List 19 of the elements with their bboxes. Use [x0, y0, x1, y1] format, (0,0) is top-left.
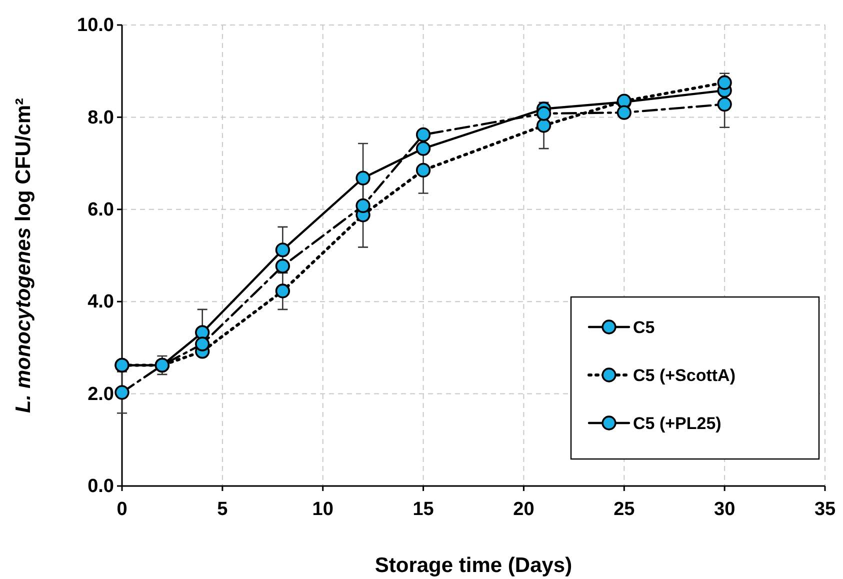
legend-label: C5 (+ScottA)	[633, 366, 736, 385]
x-tick-label: 10	[312, 498, 334, 520]
x-axis-title: Storage time (Days)	[374, 554, 572, 577]
legend-label: C5	[633, 318, 655, 337]
x-tick-label: 35	[814, 498, 836, 520]
x-tick-label: 30	[714, 498, 736, 520]
y-tick-label: 8.0	[88, 107, 114, 128]
y-tick-label: 6.0	[88, 199, 114, 220]
y-tick-label: 2.0	[88, 384, 114, 405]
y-tick-label: 0.0	[88, 476, 114, 498]
x-tick-label: 15	[412, 498, 434, 520]
x-tick-label: 20	[513, 498, 534, 520]
x-tick-label: 25	[614, 498, 636, 520]
x-tick-label: 5	[217, 498, 228, 520]
x-tick-label: 0	[116, 498, 128, 520]
y-tick-label: 4.0	[88, 292, 114, 313]
legend-label: C5 (+PL25)	[633, 414, 722, 433]
y-tick-label: 10.0	[77, 15, 114, 36]
y-axis-title: L. monocytogenes log CFU/cm²	[12, 98, 35, 414]
